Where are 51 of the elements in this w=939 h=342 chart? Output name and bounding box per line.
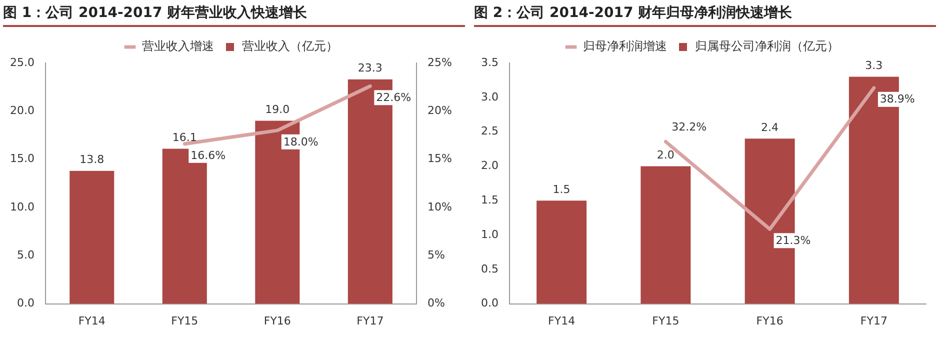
x-tick-label: FY17 [860,314,888,328]
data-label: 19.0 [265,103,290,116]
y-tick-label: 1.5 [480,193,498,206]
data-label: 2.0 [656,148,674,162]
y-tick-label: 1.0 [480,228,498,241]
bar [536,200,587,304]
data-label: 13.8 [80,153,104,166]
y2-tick-label: 25% [428,56,452,69]
y-tick-label: 2.0 [480,159,498,172]
data-label: 38.9% [880,92,915,106]
legend-label: 归母净利润增速 [583,39,667,54]
y2-tick-label: 15% [428,152,452,166]
y-tick-label: 0.5 [480,262,498,276]
y-tick-label: 5.0 [16,248,34,262]
y2-tick-label: 0% [428,296,446,310]
data-label: 21.3% [776,234,811,248]
bar [70,170,114,304]
y-tick-label: 15.0 [10,152,34,166]
data-label: 16.1 [172,131,197,144]
data-label: 1.5 [552,182,570,196]
data-label: 16.6% [190,148,226,162]
x-tick-label: FY14 [548,314,576,328]
y2-tick-label: 10% [428,200,452,214]
x-tick-label: FY14 [78,314,106,328]
legend-label: 营业收入增速 [142,39,214,54]
data-label: 2.4 [761,121,779,134]
legend-label: 营业收入（亿元） [242,39,338,54]
chart-title: 图 2：公司 2014-2017 财年归母净利润快速增长 [474,4,936,27]
y2-tick-label: 5% [428,248,446,262]
y-tick-label: 10.0 [10,200,34,214]
data-label: 32.2% [672,120,707,134]
bar [640,166,691,304]
y-tick-label: 2.5 [480,124,498,138]
x-tick-label: FY16 [264,314,291,328]
y2-tick-label: 20% [428,104,452,118]
y-tick-label: 20.0 [10,104,34,118]
x-tick-label: FY17 [356,314,384,328]
data-label: 23.3 [358,62,382,75]
y-tick-label: 25.0 [10,56,34,69]
x-tick-label: FY15 [652,314,680,328]
chart-title: 图 1：公司 2014-2017 财年营业收入快速增长 [3,4,465,27]
y-tick-label: 3.0 [480,90,498,104]
legend-label: 归属母公司净利润（亿元） [695,39,839,54]
data-label: 22.6% [376,90,412,104]
y-tick-label: 0.0 [480,296,498,310]
y-tick-label: 0.0 [16,296,34,310]
x-tick-label: FY15 [171,314,198,328]
y-tick-label: 3.5 [480,56,498,69]
x-tick-label: FY16 [756,314,784,328]
data-label: 3.3 [865,59,883,72]
data-label: 18.0% [283,135,318,148]
